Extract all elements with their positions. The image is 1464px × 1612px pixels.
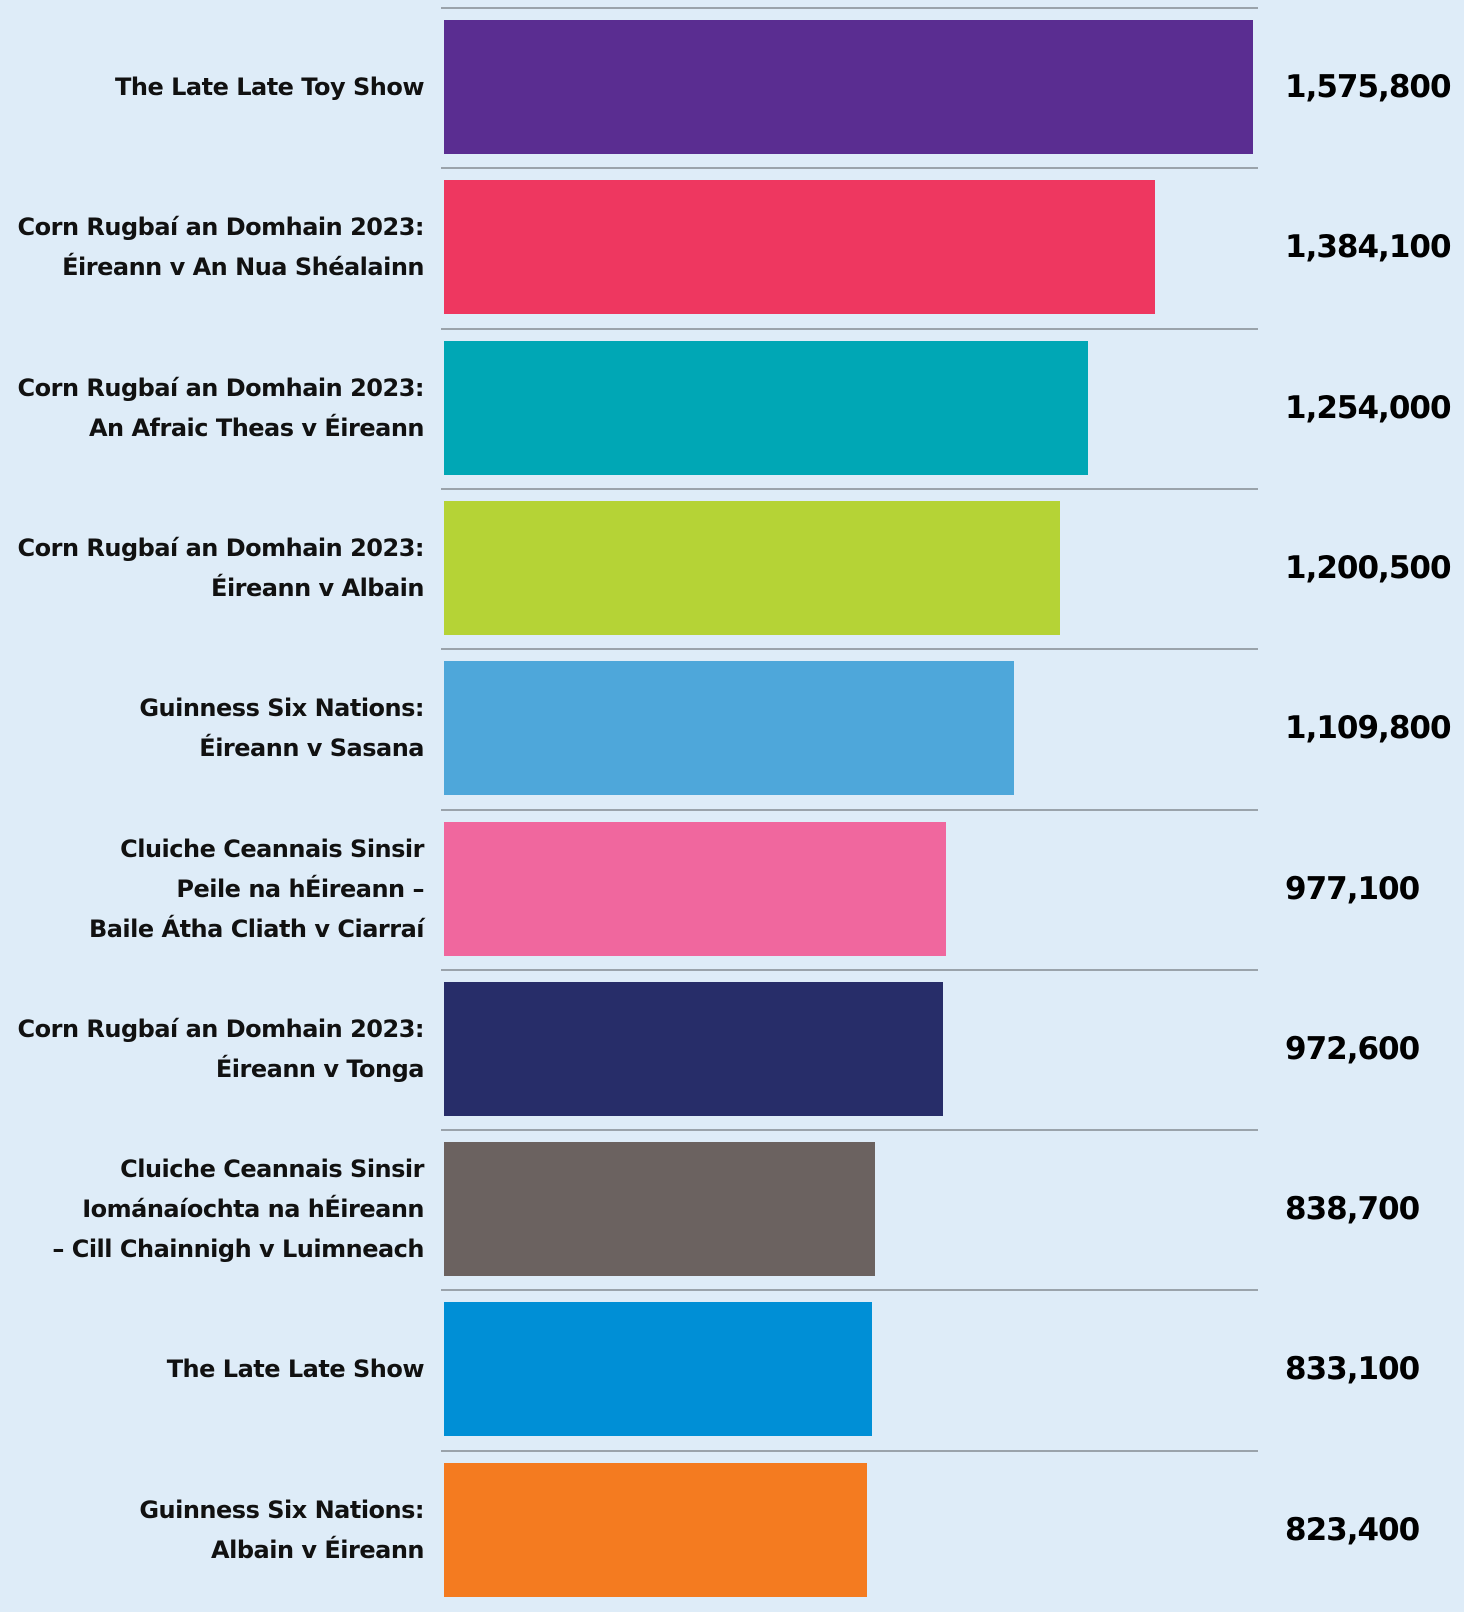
value-label: 1,575,800	[1285, 69, 1452, 105]
row-separator	[441, 487, 1258, 490]
bar	[444, 661, 1014, 796]
bar	[444, 180, 1155, 315]
bar	[444, 340, 1088, 475]
value-label: 838,700	[1285, 1191, 1420, 1228]
category-label: The Late Late Toy Show	[115, 73, 424, 101]
row-separator	[441, 1289, 1258, 1292]
value-label: 1,254,000	[1285, 389, 1452, 426]
category-label: Corn Rugbaí an Domhain 2023: Éireann v T…	[17, 1014, 425, 1083]
category-label: Cluiche Ceannais Sinsir Peile na hÉirean…	[88, 834, 425, 943]
category-label: The Late Late Show	[166, 1355, 425, 1384]
bar	[444, 821, 946, 956]
bar	[444, 1302, 872, 1437]
value-label: 972,600	[1285, 1030, 1420, 1067]
row-separator	[441, 1449, 1258, 1452]
category-label: Guinness Six Nations: Éireann v Sasana	[139, 694, 424, 763]
row-separator	[441, 968, 1258, 971]
row-separator	[441, 327, 1258, 330]
value-label: 1,384,100	[1285, 229, 1452, 266]
row-separator	[441, 7, 1258, 9]
category-label: Corn Rugbaí an Domhain 2023: An Afraic T…	[17, 373, 425, 442]
bar	[444, 500, 1061, 635]
bar	[444, 20, 1253, 154]
category-label: Corn Rugbaí an Domhain 2023: Éireann v A…	[17, 533, 425, 602]
bar	[444, 1142, 875, 1277]
value-label: 977,100	[1285, 870, 1420, 907]
category-label: Cluiche Ceannais Sinsir Iománaíochta na …	[52, 1155, 424, 1264]
bar	[444, 981, 944, 1116]
category-label: Guinness Six Nations: Albain v Éireann	[139, 1495, 424, 1564]
row-separator	[441, 167, 1258, 170]
value-label: 823,400	[1285, 1511, 1420, 1548]
value-label: 833,100	[1285, 1351, 1420, 1388]
value-label: 1,109,800	[1285, 710, 1452, 747]
category-label: Corn Rugbaí an Domhain 2023: Éireann v A…	[17, 213, 425, 282]
row-separator	[441, 1129, 1258, 1132]
row-separator	[441, 648, 1258, 651]
row-separator	[441, 808, 1258, 811]
bar	[444, 1462, 867, 1597]
value-label: 1,200,500	[1285, 549, 1452, 586]
